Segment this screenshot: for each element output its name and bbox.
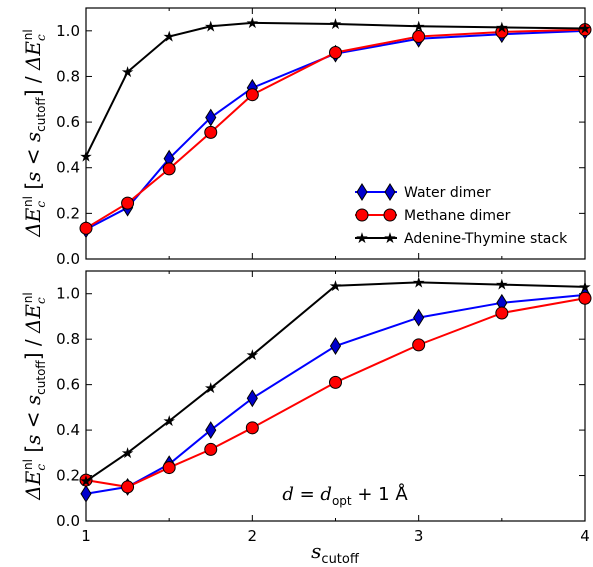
top-point-methane-dimer: [245, 88, 259, 102]
bottom-point-adenine-thymine-stack: ★: [329, 277, 342, 295]
bottom-panel: 0.0 0.2 0.4 0.6 0.8 1.0 1 2 3 4 ★ ★ ★ ★ ★ ★ ★ ★ ★ ΔEcnl […: [21, 270, 592, 567]
bottom-point-adenine-thymine-stack: ★: [79, 472, 92, 490]
bottom-series-line-adenine-thymine-stack: [85, 281, 586, 483]
bottom-y-tick-label: 0.8: [56, 330, 80, 348]
bottom-y-tick-label: 0.4: [56, 421, 80, 439]
bottom-axis-ticks: 0.0 0.2 0.4 0.6 0.8 1.0 1 2 3 4: [56, 271, 590, 545]
bottom-point-adenine-thymine-stack: ★: [162, 412, 175, 430]
bottom-y-tick-label: 1.0: [56, 285, 80, 303]
bottom-point-methane-dimer: [329, 375, 342, 389]
top-point-adenine-thymine-stack: ★: [162, 28, 175, 46]
svg-text:scutoff: scutoff: [311, 539, 360, 567]
legend-entry-adenine-thymine-stack: ★ ★ Adenine-Thymine stack: [355, 229, 568, 247]
bottom-y-axis-label: ΔEcnl [s < scutoff] / ΔEcnl: [21, 292, 48, 500]
legend-entry-water-dimer: Water dimer: [355, 183, 491, 201]
top-point-adenine-thymine-stack: ★: [204, 17, 217, 35]
bottom-point-water-dimer: [205, 421, 217, 440]
bottom-series-group: ★ ★ ★ ★ ★ ★ ★ ★ ★: [79, 273, 592, 503]
top-panel: 0.0 0.2 0.4 0.6 0.8 1.0 ★ ★ ★ ★ ★ ★ ★ ★ ★ ΔEcnl [s < …: [21, 7, 592, 268]
bottom-point-methane-dimer: [204, 442, 218, 456]
legend-label-methane-dimer: Methane dimer: [404, 208, 511, 224]
top-y-tick-label: 0.0: [56, 250, 80, 268]
top-point-adenine-thymine-stack: ★: [246, 14, 259, 32]
bottom-point-methane-dimer: [121, 480, 135, 494]
bottom-point-adenine-thymine-stack: ★: [204, 379, 217, 397]
top-point-adenine-thymine-stack: ★: [495, 18, 508, 36]
top-point-adenine-thymine-stack: ★: [79, 147, 92, 165]
bottom-point-water-dimer: [80, 484, 92, 503]
svg-text:★: ★: [383, 229, 396, 247]
top-point-methane-dimer: [578, 23, 592, 37]
top-series-line-adenine-thymine-stack: [85, 21, 586, 157]
svg-text:ΔEcnl [s < scutoff] / ΔEcnl: ΔEcnl [s < scutoff] / ΔEcnl: [21, 29, 48, 237]
bottom-y-tick-label: 0.0: [56, 512, 80, 530]
svg-text:ΔEcnl [s < scutoff] / ΔEcnl: ΔEcnl [s < scutoff] / ΔEcnl: [21, 292, 48, 500]
legend-entry-methane-dimer: Methane dimer: [355, 208, 511, 224]
x-axis-label: scutoff: [311, 539, 360, 567]
bottom-plot-frame: [85, 270, 586, 522]
bottom-point-methane-dimer: [412, 338, 426, 352]
bottom-point-methane-dimer: [162, 461, 176, 475]
top-point-methane-dimer: [495, 25, 509, 39]
bottom-y-tick-label: 0.6: [56, 376, 80, 394]
bottom-point-adenine-thymine-stack: ★: [246, 346, 259, 364]
top-y-tick-label: 0.6: [56, 113, 80, 131]
legend-label-adenine-thymine-stack: Adenine-Thymine stack: [404, 231, 568, 247]
bottom-point-methane-dimer: [578, 291, 592, 305]
x-tick-label: 3: [414, 527, 424, 545]
top-point-methane-dimer: [162, 162, 176, 176]
top-point-adenine-thymine-stack: ★: [329, 15, 342, 33]
bottom-point-water-dimer: [246, 389, 258, 408]
x-tick-label: 4: [580, 527, 590, 545]
top-point-adenine-thymine-stack: ★: [578, 20, 591, 38]
bottom-point-water-dimer: [329, 337, 342, 355]
top-y-tick-label: 0.2: [56, 204, 80, 222]
x-tick-label: 1: [81, 527, 91, 545]
top-point-water-dimer: [205, 108, 217, 127]
bottom-point-adenine-thymine-stack: ★: [412, 273, 425, 291]
top-y-axis-label: ΔEcnl [s < scutoff] / ΔEcnl: [21, 29, 48, 237]
top-point-methane-dimer: [412, 30, 426, 44]
top-y-tick-label: 1.0: [56, 22, 80, 40]
legend-label-water-dimer: Water dimer: [404, 185, 491, 201]
x-tick-label: 2: [248, 527, 258, 545]
bottom-point-water-dimer: [413, 308, 425, 327]
top-y-tick-label: 0.8: [56, 67, 80, 85]
svg-text:★: ★: [355, 229, 368, 247]
top-point-adenine-thymine-stack: ★: [121, 63, 134, 81]
annotation-distance: d = dopt + 1 Å: [282, 483, 408, 508]
bottom-point-adenine-thymine-stack: ★: [578, 278, 591, 296]
bottom-y-tick-label: 0.2: [56, 467, 80, 485]
top-y-tick-label: 0.4: [56, 159, 80, 177]
bottom-point-adenine-thymine-stack: ★: [121, 444, 134, 462]
svg-text:d = dopt + 1 Å: d = dopt + 1 Å: [282, 483, 408, 508]
bottom-point-methane-dimer: [245, 421, 259, 435]
top-point-methane-dimer: [79, 221, 93, 235]
top-point-methane-dimer: [204, 125, 218, 139]
bottom-point-adenine-thymine-stack: ★: [495, 276, 508, 294]
legend: Water dimer Methane dimer ★ ★ Adenine-Th…: [355, 183, 568, 247]
top-point-adenine-thymine-stack: ★: [412, 17, 425, 35]
top-point-methane-dimer: [121, 196, 135, 210]
top-series-group: ★ ★ ★ ★ ★ ★ ★ ★ ★: [79, 14, 592, 239]
top-axis-ticks: 0.0 0.2 0.4 0.6 0.8 1.0: [56, 8, 586, 268]
bottom-point-methane-dimer: [495, 306, 509, 320]
top-point-methane-dimer: [329, 45, 342, 59]
